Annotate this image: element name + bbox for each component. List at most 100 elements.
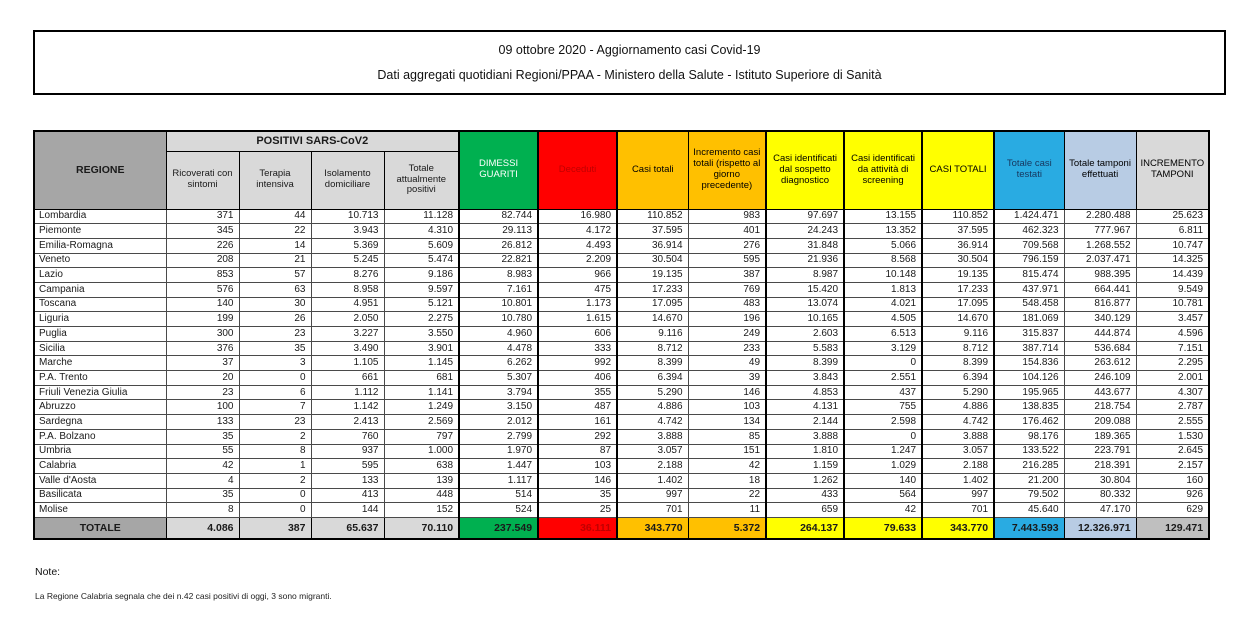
value-cell: 4.307 [1135, 384, 1210, 401]
value-cell: 42 [843, 502, 923, 518]
value-cell: 8.987 [765, 267, 845, 283]
value-cell: 2.787 [1135, 399, 1210, 416]
value-cell: 796.159 [993, 252, 1065, 269]
value-cell: 9.549 [1135, 281, 1210, 298]
value-cell: 9.116 [616, 326, 689, 342]
value-cell: 22 [238, 223, 312, 239]
column-header-incremento-casi: Incremento casi totali (rispetto al gior… [687, 130, 767, 210]
value-cell: 8.712 [616, 340, 689, 357]
value-cell: 16.980 [537, 208, 618, 225]
column-header-isolamento-domiciliare: Isolamento domiciliare [310, 150, 385, 210]
value-cell: 487 [537, 399, 618, 416]
value-cell: 548.458 [993, 296, 1065, 313]
value-cell: 437.971 [993, 281, 1065, 298]
value-cell: 23 [165, 384, 240, 401]
value-cell: 2.037.471 [1063, 252, 1137, 269]
value-cell: 2.551 [843, 370, 923, 386]
value-cell: 988.395 [1063, 267, 1137, 283]
value-cell: 1.424.471 [993, 208, 1065, 225]
column-header-casi-screening: Casi identificati da attività di screeni… [843, 130, 923, 210]
value-cell: 462.323 [993, 223, 1065, 239]
value-cell: 3 [238, 355, 312, 372]
value-cell: 5.245 [310, 252, 385, 269]
value-cell: 17.233 [921, 281, 995, 298]
region-name-cell: Valle d'Aosta [33, 472, 167, 489]
value-cell: 3.057 [921, 443, 995, 460]
column-header-incremento-tamponi: INCREMENTO TAMPONI [1135, 130, 1210, 210]
value-cell: 42 [687, 458, 767, 474]
value-cell: 7 [238, 399, 312, 416]
value-cell: 246.109 [1063, 370, 1137, 386]
value-cell: 14.670 [921, 311, 995, 327]
value-cell: 595 [310, 458, 385, 474]
table-row: Toscana 140 30 4.951 5.121 10.801 1.173 17.095 4… [33, 296, 1210, 313]
value-cell: 3.150 [458, 399, 539, 416]
table-row: Molise 8 0 144 152 524 25 701 11 659 42 701 45.640 47… [33, 502, 1210, 518]
value-cell: 315.837 [993, 326, 1065, 342]
value-cell: 4.853 [765, 384, 845, 401]
value-cell: 371 [165, 208, 240, 225]
value-cell: 3.490 [310, 340, 385, 357]
region-name-cell: Lazio [33, 267, 167, 283]
value-cell: 983 [687, 208, 767, 225]
value-cell: 4.172 [537, 223, 618, 239]
total-isolamento-cell: 65.637 [310, 516, 385, 540]
value-cell: 1.112 [310, 384, 385, 401]
value-cell: 853 [165, 267, 240, 283]
total-screening-cell: 79.633 [843, 516, 923, 540]
value-cell: 4.310 [383, 223, 460, 239]
total-casi-totali-2-cell: 343.770 [921, 516, 995, 540]
value-cell: 10.713 [310, 208, 385, 225]
value-cell: 249 [687, 326, 767, 342]
value-cell: 196 [687, 311, 767, 327]
table-body: Lombardia 371 44 10.713 11.128 82.744 16.980 11… [33, 208, 1210, 518]
value-cell: 1.142 [310, 399, 385, 416]
value-cell: 13.074 [765, 296, 845, 313]
value-cell: 4.021 [843, 296, 923, 313]
value-cell: 151 [687, 443, 767, 460]
value-cell: 2.598 [843, 414, 923, 430]
value-cell: 815.474 [993, 267, 1065, 283]
value-cell: 23 [238, 326, 312, 342]
column-header-deceduti: Deceduti [537, 130, 618, 210]
value-cell: 2.413 [310, 414, 385, 430]
table-row: Sicilia 376 35 3.490 3.901 4.478 333 8.712 233 5.… [33, 340, 1210, 357]
value-cell: 21.200 [993, 472, 1065, 489]
value-cell: 3.943 [310, 223, 385, 239]
region-name-cell: Sicilia [33, 340, 167, 357]
table-row: Lazio 853 57 8.276 9.186 8.983 966 19.135 387 8.9… [33, 267, 1210, 283]
value-cell: 3.888 [616, 428, 689, 445]
notes-section: Note: La Regione Calabria segnala che de… [35, 566, 332, 601]
value-cell: 355 [537, 384, 618, 401]
value-cell: 8.399 [765, 355, 845, 372]
value-cell: 4.493 [537, 237, 618, 254]
value-cell: 35 [238, 340, 312, 357]
table-row: Umbria 55 8 937 1.000 1.970 87 3.057 151 1.810 1.2… [33, 443, 1210, 460]
value-cell: 6.394 [616, 370, 689, 386]
value-cell: 300 [165, 326, 240, 342]
value-cell: 103 [687, 399, 767, 416]
value-cell: 638 [383, 458, 460, 474]
total-dimessi-cell: 237.549 [458, 516, 539, 540]
value-cell: 10.165 [765, 311, 845, 327]
value-cell: 144 [310, 502, 385, 518]
region-name-cell: Marche [33, 355, 167, 372]
value-cell: 29.113 [458, 223, 539, 239]
region-name-cell: Liguria [33, 311, 167, 327]
value-cell: 176.462 [993, 414, 1065, 430]
table-row: Puglia 300 23 3.227 3.550 4.960 606 9.116 249 2.6… [33, 326, 1210, 342]
value-cell: 17.095 [616, 296, 689, 313]
value-cell: 14.439 [1135, 267, 1210, 283]
value-cell: 103 [537, 458, 618, 474]
value-cell: 8 [238, 443, 312, 460]
value-cell: 110.852 [616, 208, 689, 225]
value-cell: 345 [165, 223, 240, 239]
value-cell: 5.583 [765, 340, 845, 357]
value-cell: 14.670 [616, 311, 689, 327]
value-cell: 140 [843, 472, 923, 489]
value-cell: 629 [1135, 502, 1210, 518]
value-cell: 14.325 [1135, 252, 1210, 269]
value-cell: 79.502 [993, 487, 1065, 504]
value-cell: 3.057 [616, 443, 689, 460]
value-cell: 433 [765, 487, 845, 504]
